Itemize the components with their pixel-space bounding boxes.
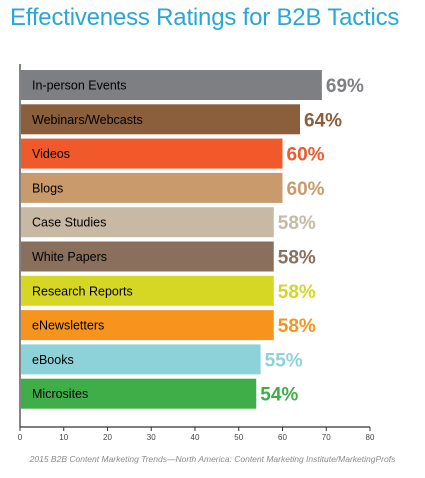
bar-category-label: Blogs	[32, 181, 63, 195]
bar-value-label: 55%	[265, 350, 303, 371]
bar-value-label: 64%	[304, 110, 342, 131]
bar-category-label: Webinars/Webcasts	[32, 113, 143, 127]
x-tick-label: 60	[278, 433, 287, 442]
bar-value-label: 60%	[287, 145, 325, 166]
x-tick-label: 30	[147, 433, 156, 442]
bar-category-label: Research Reports	[32, 284, 133, 298]
bar-category-label: Case Studies	[32, 216, 106, 230]
bar-category-label: eNewsletters	[32, 319, 104, 333]
source-note: 2015 B2B Content Marketing Trends—North …	[29, 454, 396, 464]
bar	[21, 207, 274, 238]
bar	[21, 241, 274, 272]
bar	[21, 70, 322, 100]
bar	[21, 378, 257, 409]
bar-value-label: 58%	[278, 213, 316, 234]
x-tick-label: 70	[322, 433, 331, 442]
bar-value-label: 58%	[278, 248, 316, 269]
bar-category-label: eBooks	[32, 353, 74, 367]
bar	[21, 310, 274, 341]
bar-value-label: 58%	[278, 282, 316, 303]
x-tick-label: 20	[103, 433, 112, 442]
bar-value-label: 60%	[287, 179, 325, 200]
bar	[21, 138, 283, 169]
bar	[21, 172, 283, 203]
x-tick-label: 0	[18, 433, 23, 442]
bar-category-label: White Papers	[32, 250, 107, 264]
x-tick-label: 10	[59, 433, 68, 442]
bar-category-label: In-person Events	[32, 79, 127, 93]
bar-value-label: 69%	[326, 76, 364, 97]
bar	[21, 344, 261, 375]
x-tick-label: 80	[366, 433, 375, 442]
bar-category-label: Videos	[32, 147, 70, 161]
x-tick-label: 40	[191, 433, 200, 442]
bar	[21, 104, 300, 135]
x-tick-label: 50	[234, 433, 243, 442]
chart-title: Effectiveness Ratings for B2B Tactics	[10, 4, 400, 31]
bar	[21, 275, 274, 306]
bar-category-label: Microsites	[32, 387, 88, 401]
bar-value-label: 58%	[278, 316, 316, 337]
bar-value-label: 54%	[260, 385, 298, 406]
